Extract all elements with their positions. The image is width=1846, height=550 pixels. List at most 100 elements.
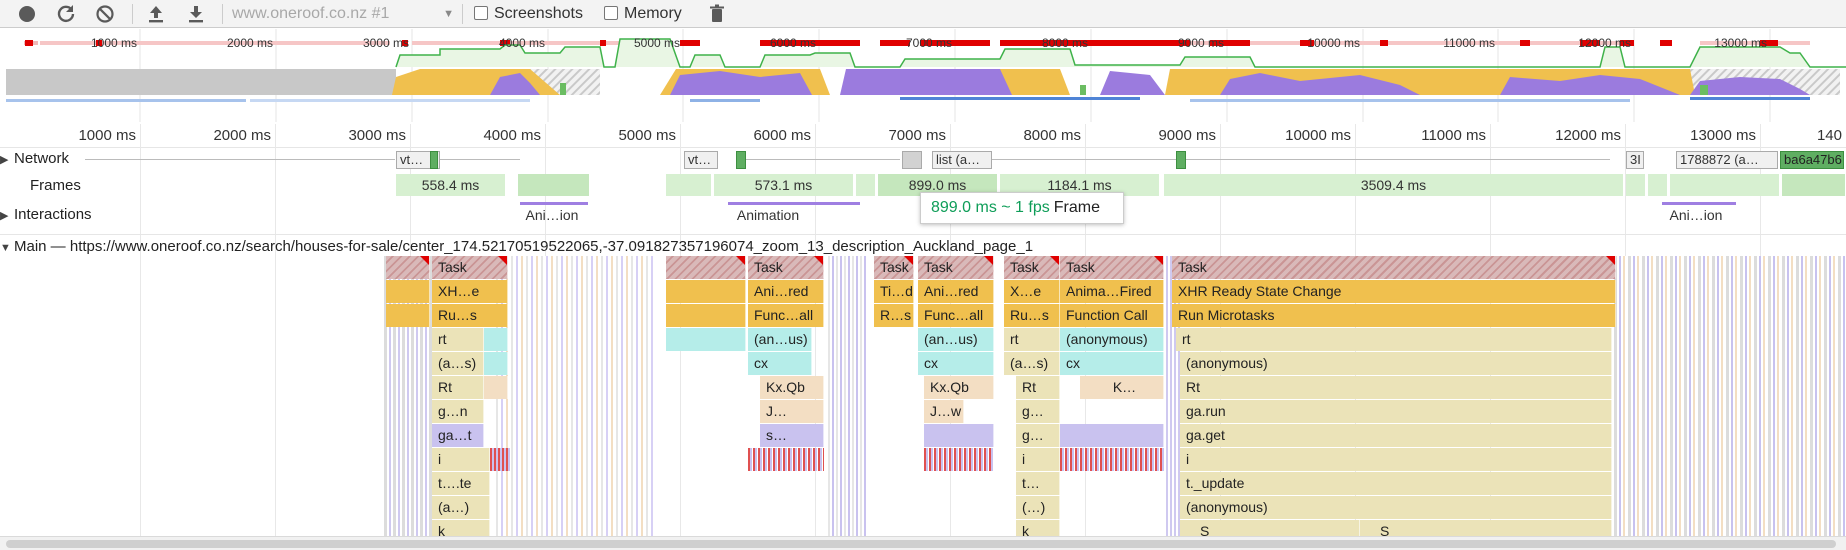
network-request[interactable]: ba6a47b6 xyxy=(1780,151,1844,169)
frame-bar[interactable] xyxy=(1648,174,1668,196)
event-block[interactable]: Function Call xyxy=(1060,304,1164,327)
network-track-header[interactable]: ▶ Network xyxy=(0,150,69,167)
function-block[interactable] xyxy=(484,352,508,375)
task-block[interactable]: Task xyxy=(1060,256,1164,279)
function-block[interactable]: rt xyxy=(1176,328,1612,351)
network-request[interactable]: list (a… xyxy=(932,151,992,169)
function-block[interactable]: (an…us) xyxy=(748,328,812,351)
function-block[interactable]: Rt xyxy=(1016,376,1060,399)
network-request[interactable]: 3I xyxy=(1626,151,1644,169)
function-block[interactable]: S xyxy=(1180,520,1360,536)
function-block[interactable]: g… xyxy=(1016,424,1060,447)
network-request[interactable] xyxy=(1176,151,1186,169)
collapse-arrow-icon[interactable]: ▼ xyxy=(0,242,11,254)
function-block[interactable]: i xyxy=(1180,448,1612,471)
event-block[interactable]: Ru…s xyxy=(432,304,508,327)
event-block[interactable] xyxy=(666,280,746,303)
frame-bar[interactable]: 1184.1 ms xyxy=(1000,174,1160,196)
memory-checkbox-box[interactable] xyxy=(604,6,618,20)
frame-bar[interactable]: 573.1 ms xyxy=(714,174,854,196)
event-block[interactable] xyxy=(386,304,430,327)
function-block[interactable] xyxy=(924,424,994,447)
memory-checkbox[interactable]: Memory xyxy=(604,5,682,23)
screenshots-checkbox-box[interactable] xyxy=(474,6,488,20)
interactions-track-header[interactable]: ▶ Interactions xyxy=(0,206,92,223)
event-block[interactable]: R…s xyxy=(874,304,914,327)
event-block[interactable] xyxy=(386,280,430,303)
save-profile-button[interactable] xyxy=(185,3,207,25)
task-block[interactable]: Task xyxy=(432,256,508,279)
function-block[interactable]: ga.run xyxy=(1180,400,1612,423)
function-block[interactable] xyxy=(484,328,508,351)
horizontal-scrollbar[interactable] xyxy=(0,536,1846,550)
reload-button[interactable] xyxy=(55,3,77,25)
screenshots-checkbox[interactable]: Screenshots xyxy=(474,5,583,23)
function-block[interactable]: ga.get xyxy=(1180,424,1612,447)
function-block[interactable] xyxy=(666,328,746,351)
function-block[interactable]: (a…s) xyxy=(432,352,484,375)
network-request[interactable] xyxy=(430,151,438,169)
event-block[interactable]: Ti…d xyxy=(874,280,914,303)
event-block[interactable]: XHR Ready State Change xyxy=(1172,280,1616,303)
frame-bar[interactable] xyxy=(1626,174,1646,196)
function-block[interactable]: Rt xyxy=(432,376,484,399)
function-block[interactable]: cx xyxy=(1060,352,1164,375)
main-track-header[interactable]: ▼ Main — https://www.oneroof.co.nz/search… xyxy=(0,238,1033,255)
function-block[interactable]: rt xyxy=(432,328,484,351)
interaction-bar[interactable] xyxy=(728,202,860,205)
network-request[interactable]: vt… xyxy=(396,151,440,169)
function-block[interactable]: t….te xyxy=(432,472,490,495)
function-block[interactable]: (anonymous) xyxy=(1060,328,1164,351)
frame-bar[interactable] xyxy=(666,174,712,196)
flame-chart[interactable]: Task Task Task Task Task Task Task XH…e … xyxy=(0,256,1846,536)
function-block[interactable] xyxy=(484,376,508,399)
frame-bar[interactable] xyxy=(1782,174,1846,196)
function-block[interactable]: Kx.Qb xyxy=(760,376,824,399)
event-block[interactable]: Ani…red xyxy=(918,280,994,303)
function-block[interactable]: (…) xyxy=(1016,496,1060,519)
function-block[interactable]: (anonymous) xyxy=(1180,496,1612,519)
network-request[interactable] xyxy=(902,151,922,169)
event-block[interactable]: Func…all xyxy=(748,304,824,327)
frame-bar[interactable]: 899.0 ms xyxy=(878,174,998,196)
function-block[interactable]: t._update xyxy=(1180,472,1612,495)
function-block[interactable]: Rt xyxy=(1180,376,1612,399)
event-block[interactable]: Run Microtasks xyxy=(1172,304,1616,327)
function-block[interactable]: t… xyxy=(1016,472,1060,495)
function-block[interactable]: (anonymous) xyxy=(1180,352,1612,375)
frame-bar[interactable]: 3509.4 ms xyxy=(1164,174,1624,196)
network-request[interactable]: 1788872 (a… xyxy=(1676,151,1778,169)
function-block[interactable]: J… xyxy=(760,400,824,423)
event-block[interactable]: Ru…s xyxy=(1004,304,1060,327)
task-block[interactable] xyxy=(386,256,430,279)
function-block[interactable]: cx xyxy=(918,352,994,375)
function-block[interactable]: k xyxy=(1016,520,1060,536)
network-track[interactable]: ▶ Network vt… vt… list (a… 3I 1788872 (a…… xyxy=(0,148,1846,172)
function-block[interactable]: i xyxy=(1016,448,1060,471)
event-block[interactable]: X…e xyxy=(1004,280,1060,303)
function-block[interactable]: S xyxy=(1360,520,1612,536)
function-block[interactable]: g… xyxy=(1016,400,1060,423)
function-block[interactable]: g…n xyxy=(432,400,484,423)
frame-bar[interactable] xyxy=(856,174,876,196)
function-block[interactable]: Kx.Qb xyxy=(924,376,994,399)
load-profile-button[interactable] xyxy=(145,3,167,25)
task-block[interactable]: Task xyxy=(748,256,824,279)
task-block[interactable]: Task xyxy=(1004,256,1060,279)
main-thread-track[interactable]: ▼ Main — https://www.oneroof.co.nz/search… xyxy=(0,234,1846,256)
interaction-bar[interactable] xyxy=(520,202,588,205)
expand-arrow-icon[interactable]: ▶ xyxy=(0,210,9,222)
timeline-overview[interactable]: 1000 ms 2000 ms 3000 ms 4000 ms 5000 ms … xyxy=(0,29,1846,122)
frame-bar[interactable] xyxy=(518,174,590,196)
event-block[interactable]: Ani…red xyxy=(748,280,824,303)
function-block[interactable]: (a…) xyxy=(432,496,490,519)
task-block[interactable]: Task xyxy=(1172,256,1616,279)
event-block[interactable]: XH…e xyxy=(432,280,508,303)
profile-select[interactable]: www.oneroof.co.nz #1 ▼ xyxy=(232,3,458,25)
timeline-ruler[interactable]: 1000 ms 2000 ms 3000 ms 4000 ms 5000 ms … xyxy=(0,124,1846,148)
function-block[interactable]: (a…s) xyxy=(1004,352,1060,375)
interactions-track[interactable]: ▶ Interactions Ani…ion Animation Ani…ion xyxy=(0,198,1846,224)
function-block[interactable]: cx xyxy=(748,352,812,375)
frames-track[interactable]: Frames 558.4 ms 573.1 ms 899.0 ms 1184.1… xyxy=(0,174,1846,198)
function-block[interactable]: rt xyxy=(1004,328,1060,351)
